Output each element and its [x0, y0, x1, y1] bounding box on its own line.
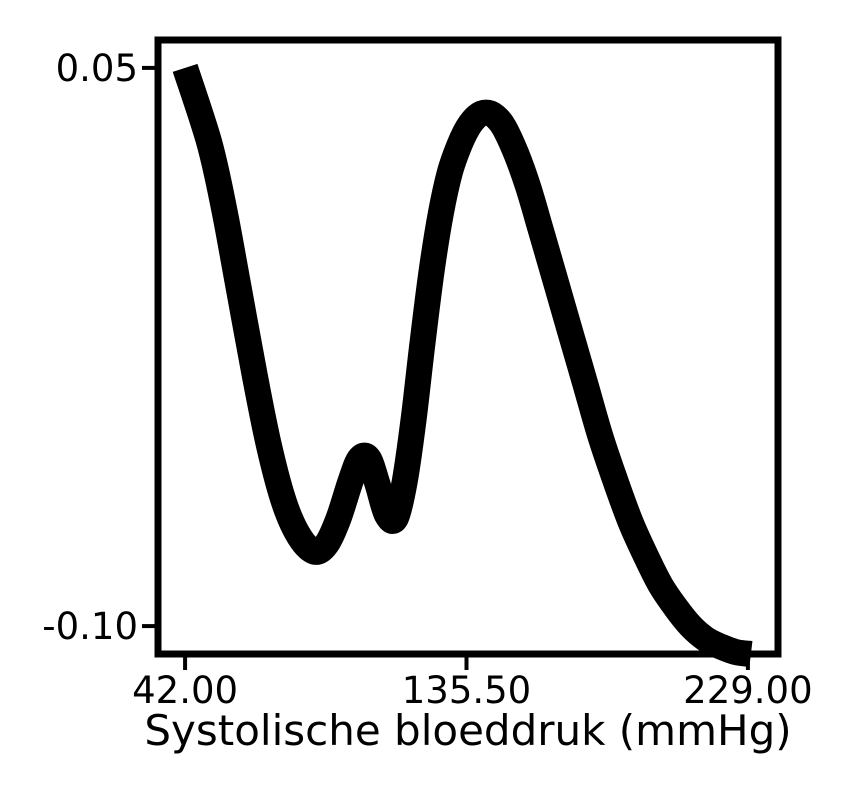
x-tick-label: 135.50 — [402, 669, 531, 712]
x-tick-label: 229.00 — [683, 669, 812, 712]
y-axis: 0.05 -0.10 — [42, 47, 158, 648]
series-layer — [172, 63, 753, 667]
y-tick-label: 0.05 — [56, 47, 138, 90]
x-axis-title: Systolische bloeddruk (mmHg) — [144, 706, 791, 755]
y-tick-label: -0.10 — [42, 605, 138, 648]
x-axis: 42.00 135.50 229.00 — [132, 654, 813, 712]
x-tick-label: 42.00 — [132, 669, 238, 712]
series-line-0 — [172, 63, 753, 667]
